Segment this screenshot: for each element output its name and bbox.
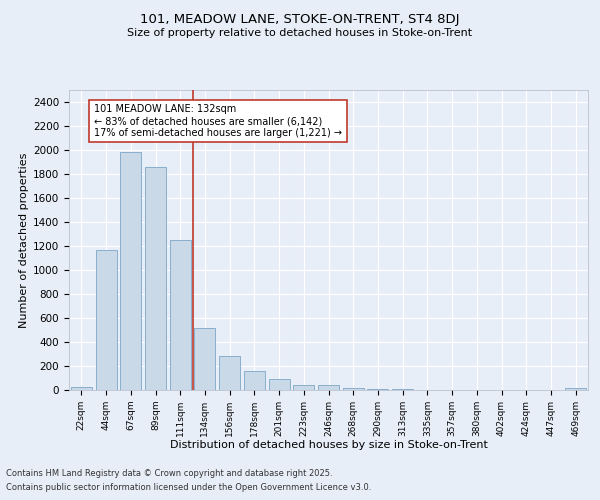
Text: 101 MEADOW LANE: 132sqm
← 83% of detached houses are smaller (6,142)
17% of semi: 101 MEADOW LANE: 132sqm ← 83% of detache… (94, 104, 342, 138)
Bar (367, 388, 388, 390)
Bar (120, 152, 141, 390)
X-axis label: Distribution of detached houses by size in Stoke-on-Trent: Distribution of detached houses by size … (170, 440, 487, 450)
Bar (95, 250, 116, 390)
Bar (318, 385, 339, 390)
Text: Size of property relative to detached houses in Stoke-on-Trent: Size of property relative to detached ho… (127, 28, 473, 38)
Y-axis label: Number of detached properties: Number of detached properties (19, 152, 29, 328)
Bar (145, 167, 166, 390)
Bar (219, 356, 240, 390)
Text: Contains HM Land Registry data © Crown copyright and database right 2025.: Contains HM Land Registry data © Crown c… (6, 468, 332, 477)
Bar (293, 384, 314, 390)
Bar (71, 387, 92, 390)
Bar (194, 328, 215, 390)
Bar (565, 388, 586, 390)
Bar (244, 372, 265, 390)
Bar (343, 388, 364, 390)
Text: 101, MEADOW LANE, STOKE-ON-TRENT, ST4 8DJ: 101, MEADOW LANE, STOKE-ON-TRENT, ST4 8D… (140, 12, 460, 26)
Bar (269, 379, 290, 390)
Bar (170, 240, 191, 390)
Text: Contains public sector information licensed under the Open Government Licence v3: Contains public sector information licen… (6, 484, 371, 492)
